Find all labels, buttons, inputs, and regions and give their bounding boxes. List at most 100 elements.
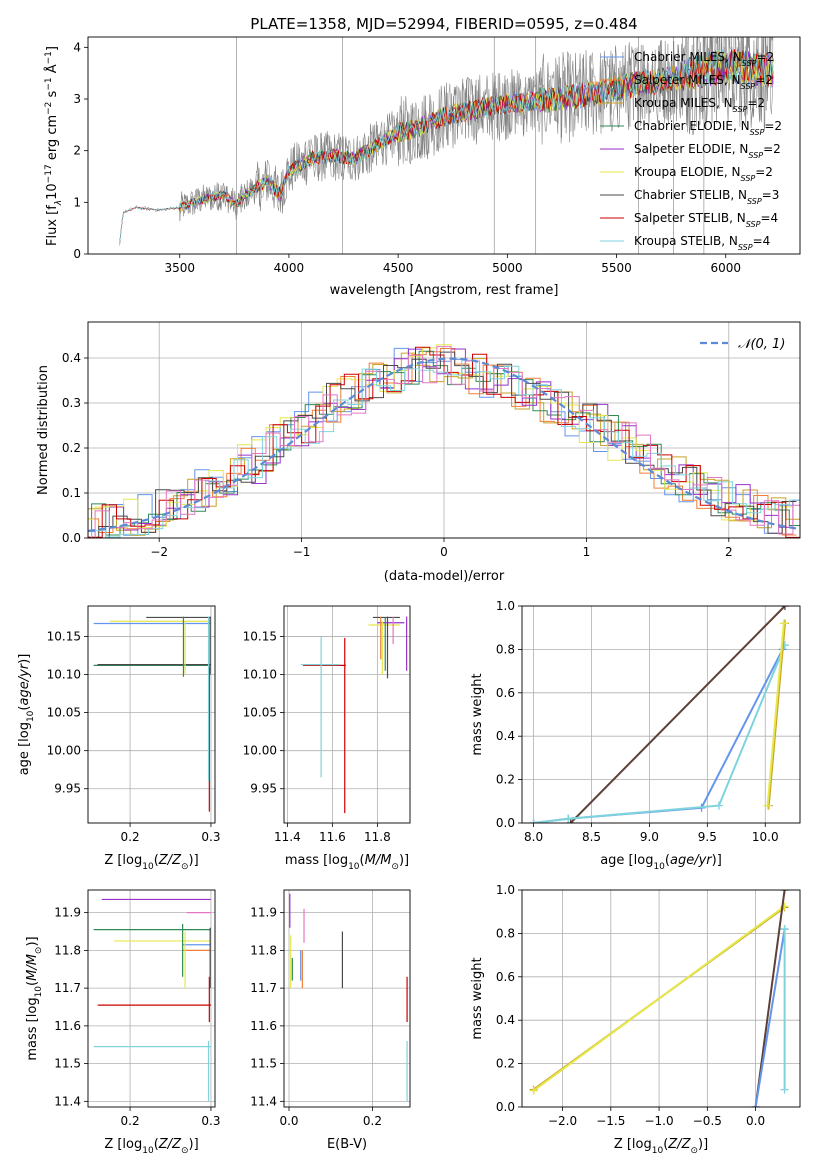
axes-frame — [87, 36, 801, 255]
weight-line — [569, 606, 786, 823]
y-axis-label: mass weight — [470, 673, 485, 755]
weight-line — [767, 623, 786, 806]
weight-marker — [779, 619, 788, 628]
y-tick-label: 0.2 — [62, 441, 81, 455]
y-tick-label: 10.15 — [47, 629, 81, 643]
model-spectrum — [179, 51, 774, 212]
residuals-panel: −2 −1 0 1 2 0.0 0.1 0.2 0.3 0.4 𝒩(0, 1) (data-model… — [36, 321, 801, 584]
legend-label: Kroupa STELIB, NSSP=4 — [634, 234, 770, 252]
axes-frame — [521, 605, 801, 824]
x-tick-label: −1 — [293, 545, 311, 559]
legend-label: 𝒩(0, 1) — [738, 337, 785, 352]
x-axis-label: E(B-V) — [327, 1137, 367, 1152]
weight-line — [766, 623, 785, 806]
y-axis-label: Flux [fλ10−17 erg cm−2 s−1 Å−1] — [44, 46, 64, 246]
x-tick-label: 6000 — [710, 261, 741, 275]
weight-marker — [763, 801, 772, 810]
y-tick-label: 11.5 — [250, 1057, 277, 1071]
weight-marker — [780, 925, 789, 934]
axes-frame — [87, 605, 216, 824]
x-tick-label: −1.5 — [596, 1114, 625, 1128]
y-tick-label: 0.4 — [496, 1013, 515, 1027]
x-axis-label: mass [log10(M/M⊙)] — [285, 853, 409, 872]
y-tick-label: 2 — [73, 144, 81, 158]
y-axis-label: Normed distribution — [36, 365, 51, 495]
y-tick-label: 4 — [73, 40, 81, 54]
histogram-series — [91, 350, 800, 538]
x-tick-label: 11.8 — [364, 830, 391, 844]
legend-label: Salpeter MILES, NSSP=2 — [634, 73, 773, 91]
weight_vs_age-panel: 8.0 8.5 9.0 9.5 10.0 0.0 0.2 0.4 0.6 0.8 1.0 age [l… — [470, 599, 801, 872]
age_vs_mass-panel: 11.4 11.6 11.8 9.95 10.00 10.05 10.10 10.15 mass… — [243, 605, 411, 872]
x-tick-label: 3500 — [164, 261, 195, 275]
age_vs_Z-panel: 0.2 0.3 9.95 10.00 10.05 10.10 10.15 Z [log10(Z… — [17, 605, 221, 872]
residuals-plot-area — [88, 344, 800, 538]
y-axis-label: age [log10(age/yr)] — [17, 654, 36, 776]
weight-marker — [714, 801, 723, 810]
y-tick-label: 10.05 — [243, 706, 277, 720]
y-axis-label: mass [log10(M/M⊙)] — [25, 936, 44, 1060]
y-tick-label: 10.10 — [243, 668, 277, 682]
weight-line — [533, 644, 786, 823]
y-tick-label: 0.6 — [496, 970, 515, 984]
x-tick-label: 4000 — [274, 261, 305, 275]
y-tick-label: 0.3 — [62, 396, 81, 410]
y-tick-label: 0.0 — [496, 1100, 515, 1114]
weight-marker — [529, 819, 538, 823]
y-tick-label: 11.8 — [250, 943, 277, 957]
age_vs_mass-plot-area — [300, 616, 408, 814]
x-tick-label: 0.2 — [121, 1114, 140, 1128]
y-tick-label: 11.6 — [54, 1019, 81, 1033]
axes-frame — [283, 889, 411, 1108]
histogram-series — [88, 346, 800, 538]
mass_vs_ebv-panel: 0.0 0.2 11.4 11.5 11.6 11.7 11.8 11.9 — [250, 889, 411, 1128]
y-tick-label: 10.05 — [47, 706, 81, 720]
y-tick-label: 11.9 — [54, 906, 81, 920]
weight_vs_age-plot-area — [529, 606, 789, 823]
x-tick-label: 0.2 — [363, 1114, 382, 1128]
legend-label: Chabrier MILES, NSSP=2 — [634, 50, 774, 68]
x-axis-label: Z [log10(Z/Z⊙)] — [104, 853, 198, 872]
x-tick-label: 10.0 — [752, 830, 779, 844]
weight-marker — [780, 606, 789, 610]
x-tick-label: −0.5 — [693, 1114, 722, 1128]
weight-line — [533, 905, 786, 1092]
mass_vs_Z-panel: 0.2 0.3 11.4 11.5 11.6 11.7 11.8 11.9 Z [log10(Z… — [25, 889, 221, 1156]
y-tick-label: 1 — [73, 195, 81, 209]
x-tick-label: 9.0 — [640, 830, 659, 844]
x-axis-label: age [log10(age/yr)] — [600, 853, 722, 872]
spectrum-plot-area — [119, 37, 774, 254]
x-tick-label: 0 — [440, 545, 448, 559]
y-tick-label: 0 — [73, 247, 81, 261]
x-tick-label: −2.0 — [548, 1114, 577, 1128]
y-tick-label: 10.15 — [243, 629, 277, 643]
y-tick-label: 3 — [73, 92, 81, 106]
x-tick-label: 8.5 — [582, 830, 601, 844]
y-tick-label: 1.0 — [496, 883, 515, 897]
weight-marker — [780, 1085, 789, 1094]
x-axis-label: (data-model)/error — [384, 569, 505, 584]
x-tick-label: 2 — [725, 545, 733, 559]
x-axis-label: Z [log10(Z/Z⊙)] — [104, 1137, 198, 1156]
y-tick-label: 0.2 — [496, 1057, 515, 1071]
y-tick-label: 0.0 — [496, 816, 515, 830]
weight-marker — [780, 890, 789, 894]
y-tick-label: 0.2 — [496, 773, 515, 787]
y-tick-label: 11.4 — [250, 1094, 277, 1108]
x-tick-label: 11.4 — [274, 830, 301, 844]
legend-label: Kroupa ELODIE, NSSP=2 — [634, 165, 773, 183]
weight-line — [754, 890, 786, 1107]
y-tick-label: 0.4 — [496, 729, 515, 743]
legend-label: Chabrier STELIB, NSSP=3 — [634, 188, 779, 206]
spectrum-panel: 3500 4000 4500 5000 5500 6000 0 1 2 3 4 wavelength … — [44, 36, 801, 298]
weight_vs_Z-plot-area — [529, 890, 789, 1107]
y-tick-label: 11.4 — [54, 1094, 81, 1108]
x-tick-label: 9.5 — [698, 830, 717, 844]
axes-frame — [87, 321, 801, 539]
weight-line — [754, 928, 786, 1107]
x-tick-label: 0.3 — [201, 830, 220, 844]
y-axis-label: mass weight — [470, 957, 485, 1039]
y-tick-label: 11.8 — [54, 943, 81, 957]
y-tick-label: 9.95 — [250, 782, 277, 796]
x-tick-label: 5000 — [492, 261, 523, 275]
